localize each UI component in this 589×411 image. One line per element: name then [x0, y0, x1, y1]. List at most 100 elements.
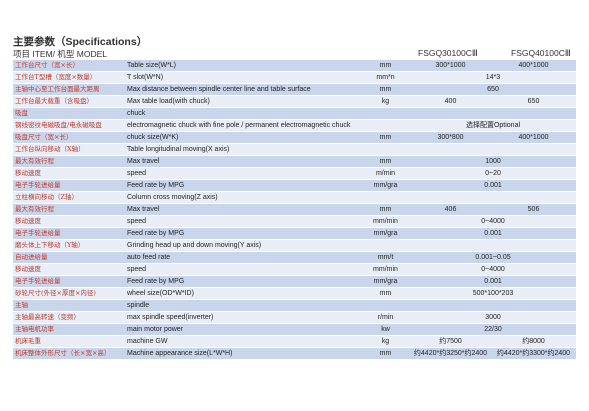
item-zh: 主轴中心至工作台面最大距离 [13, 83, 125, 96]
item-en: Max travel [125, 203, 361, 216]
item-zh: 砂轮尺寸(外径×厚度×内径) [13, 287, 125, 300]
item-unit: kg [361, 95, 410, 108]
item-unit: mm [361, 155, 410, 168]
value-model-b: 约8000 [491, 335, 576, 348]
item-unit: mm [361, 287, 410, 300]
item-unit: mm/gra [361, 275, 410, 288]
table-row: 工作台T型槽（宽度×数量） T slot(W*N) mm*n 14*3 [13, 71, 576, 84]
title-en: （Specifications） [55, 36, 148, 48]
specifications-body: 工作台尺寸（宽×长） Table size(W*L) mm 300*1000 400*1… [13, 60, 576, 360]
item-zh: 主轴电机功率 [13, 323, 125, 336]
item-zh: 机床整体外形尺寸（长×宽×高） [13, 347, 125, 360]
item-zh: 电子手轮进给量 [13, 275, 125, 288]
item-unit: mm/min [361, 215, 410, 228]
item-en: T slot(W*N) [125, 71, 361, 84]
item-en: Table size(W*L) [125, 60, 361, 72]
item-unit: mm*n [361, 71, 410, 84]
item-zh: 最大有效行程 [13, 155, 125, 168]
header-model-a: FSGQ30100CⅢ [418, 48, 478, 58]
table-row: 机床毛重 machine GW kg 约7500 约8000 [13, 335, 576, 348]
page-title: 主要参数（Specifications） [13, 34, 147, 49]
table-row: 砂轮尺寸(外径×厚度×内径) wheel size(OD*W*ID) mm 500*1… [13, 287, 576, 300]
item-unit: kg [361, 335, 410, 348]
value-model-b: 约4420*约3300*约2400 [491, 347, 576, 360]
item-unit: mm [361, 131, 410, 144]
table-row: 主轴最高转速（变频） max spindle speed(inverter) r/m… [13, 311, 576, 324]
value-all-models: 0.001 [410, 275, 576, 288]
item-unit [361, 191, 410, 204]
table-row: 磨头体上下移动（Y轴） Grinding head up and down mov… [13, 239, 576, 252]
item-en: max spindle speed(inverter) [125, 311, 361, 324]
item-unit: mm [361, 83, 410, 96]
value-all-models: 0.001 [410, 179, 576, 192]
value-all-models: 3000 [410, 311, 576, 324]
item-zh: 最大有效行程 [13, 203, 125, 216]
item-en: Feed rate by MPG [125, 179, 361, 192]
item-en: wheel size(OD*W*ID) [125, 287, 361, 300]
value-all-models [410, 143, 576, 156]
item-zh: 电子手轮进给量 [13, 227, 125, 240]
value-all-models: 0~4000 [410, 263, 576, 276]
value-all-models [410, 107, 576, 120]
item-unit [361, 107, 410, 120]
value-model-a: 约4420*约3250*约2400 [410, 347, 491, 360]
table-header: 项目 ITEM/ 机型 MODEL FSGQ30100CⅢ FSGQ40100C… [13, 48, 573, 60]
item-zh: 自动进给量 [13, 251, 125, 264]
item-unit: m/min [361, 167, 410, 180]
table-row: 吸盘尺寸（宽×长） chuck size(W*K) mm 300*800 400*100… [13, 131, 576, 144]
item-zh: 吸盘 [13, 107, 125, 120]
item-unit: mm/min [361, 263, 410, 276]
item-unit [361, 299, 410, 312]
item-en: electromagnetic chuck with fine pole / p… [125, 119, 361, 132]
item-unit: kw [361, 323, 410, 336]
header-model-b: FSGQ40100CⅢ [511, 48, 571, 58]
value-all-models: 14*3 [410, 71, 576, 84]
item-unit: mm [361, 60, 410, 72]
item-unit: mm [361, 347, 410, 360]
value-model-b: 650 [491, 95, 576, 108]
item-zh: 钢线密纹电磁吸盘/电永磁吸盘 [13, 119, 125, 132]
value-model-b: 506 [491, 203, 576, 216]
item-en: auto feed rate [125, 251, 361, 264]
item-unit: mm [361, 203, 410, 216]
value-all-models: 0.001 [410, 227, 576, 240]
table-row: 电子手轮进给量 Feed rate by MPG mm/gra 0.001 [13, 179, 576, 192]
value-all-models [410, 239, 576, 252]
item-en: Table longitudinal moving(X axis) [125, 143, 361, 156]
table-row: 工作台最大载重（含吸盘） Max table load(with chuck) kg… [13, 95, 576, 108]
value-all-models: 22/30 [410, 323, 576, 336]
item-en: chuck size(W*K) [125, 131, 361, 144]
table-row: 移动速度 speed mm/min 0~4000 [13, 263, 576, 276]
table-row: 钢线密纹电磁吸盘/电永磁吸盘 electromagnetic chuck with… [13, 119, 576, 132]
value-all-models: 0.001~0.05 [410, 251, 576, 264]
table-row: 电子手轮进给量 Feed rate by MPG mm/gra 0.001 [13, 227, 576, 240]
value-all-models: 650 [410, 83, 576, 96]
value-model-a: 约7500 [410, 335, 491, 348]
value-model-b: 400*1000 [491, 60, 576, 72]
item-zh: 工作台T型槽（宽度×数量） [13, 71, 125, 84]
item-zh: 磨头体上下移动（Y轴） [13, 239, 125, 252]
item-unit [361, 119, 410, 132]
table-row: 电子手轮进给量 Feed rate by MPG mm/gra 0.001 [13, 275, 576, 288]
table-row: 机床整体外形尺寸（长×宽×高） Machine appearance size(L… [13, 347, 576, 360]
item-en: speed [125, 263, 361, 276]
value-all-models: 选择配置Optional [410, 119, 576, 132]
item-zh: 主轴最高转速（变频） [13, 311, 125, 324]
item-unit: r/min [361, 311, 410, 324]
table-row: 立柱横向移动（Z轴） Column cross moving(Z axis) [13, 191, 576, 204]
value-all-models: 0~4000 [410, 215, 576, 228]
item-en: chuck [125, 107, 361, 120]
value-model-a: 300*1000 [410, 60, 491, 72]
table-row: 主轴中心至工作台面最大距离 Max distance between spindl… [13, 83, 576, 96]
table-row: 最大有效行程 Max travel mm 1000 [13, 155, 576, 168]
specifications-table: 工作台尺寸（宽×长） Table size(W*L) mm 300*1000 400*1… [13, 60, 576, 360]
table-row: 移动速度 speed mm/min 0~4000 [13, 215, 576, 228]
value-all-models [410, 299, 576, 312]
table-row: 吸盘 chuck [13, 107, 576, 120]
value-model-b: 400*1000 [491, 131, 576, 144]
value-model-a: 300*800 [410, 131, 491, 144]
item-zh: 移动速度 [13, 167, 125, 180]
item-zh: 吸盘尺寸（宽×长） [13, 131, 125, 144]
value-all-models: 0~20 [410, 167, 576, 180]
table-row: 移动速度 speed m/min 0~20 [13, 167, 576, 180]
